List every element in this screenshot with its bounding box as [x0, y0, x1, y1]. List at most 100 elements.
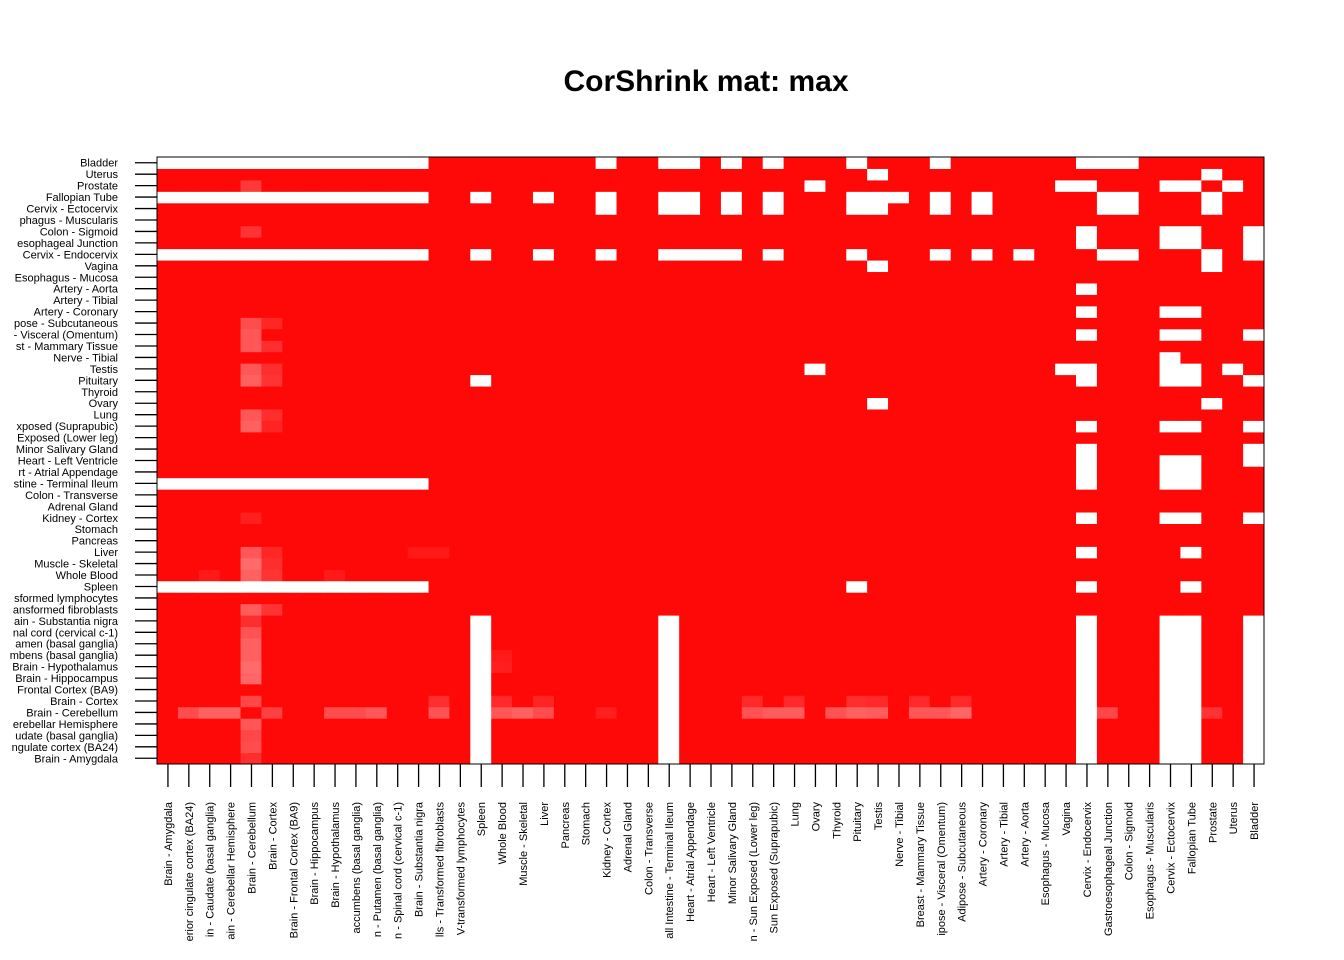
- heatmap-cell: [825, 386, 847, 399]
- heatmap-cell: [553, 248, 576, 261]
- heatmap-cell: [1076, 431, 1098, 444]
- heatmap-cell: [219, 225, 242, 238]
- heatmap-cell: [386, 431, 409, 444]
- heatmap-cell: [574, 317, 597, 330]
- heatmap-cell: [679, 294, 701, 307]
- heatmap-cell: [449, 523, 471, 536]
- heatmap-cell: [532, 752, 555, 765]
- heatmap-cell: [1243, 237, 1265, 250]
- heatmap-cell: [491, 431, 513, 444]
- heatmap-cell: [825, 408, 847, 421]
- heatmap-cell: [1117, 546, 1140, 559]
- heatmap-cell: [637, 248, 659, 261]
- heatmap-cell: [491, 683, 513, 696]
- heatmap-cell: [219, 374, 242, 387]
- heatmap-cell: [261, 431, 283, 444]
- heatmap-cell: [303, 397, 325, 410]
- heatmap-cell: [971, 557, 993, 570]
- heatmap-cell: [491, 386, 513, 399]
- heatmap-cell: [512, 202, 534, 215]
- heatmap-cell: [804, 546, 826, 559]
- heatmap-cell: [658, 179, 680, 192]
- heatmap-cell: [783, 248, 805, 261]
- heatmap-cell: [867, 374, 889, 387]
- heatmap-cell: [720, 363, 743, 376]
- x-tick-label: Brain - Cerebellum: [246, 802, 258, 894]
- heatmap-cell: [1222, 351, 1244, 364]
- heatmap-cell: [512, 477, 534, 490]
- heatmap-cell: [908, 672, 931, 685]
- heatmap-cell: [1055, 638, 1077, 650]
- heatmap-cell: [720, 706, 743, 719]
- heatmap-cell: [992, 351, 1014, 364]
- heatmap-cell: [574, 374, 597, 387]
- heatmap-cell: [1180, 500, 1202, 513]
- heatmap-cell: [344, 638, 367, 650]
- heatmap-cell: [741, 706, 764, 719]
- heatmap-cell: [157, 523, 179, 536]
- heatmap-cell: [888, 374, 910, 387]
- heatmap-cell: [720, 157, 743, 169]
- heatmap-cell: [908, 225, 931, 238]
- heatmap-cell: [637, 523, 659, 536]
- heatmap-cell: [1117, 592, 1140, 605]
- heatmap-cell: [1096, 294, 1119, 307]
- heatmap-cell: [992, 741, 1014, 754]
- heatmap-cell: [1222, 683, 1244, 696]
- heatmap-cell: [846, 260, 868, 273]
- heatmap-cell: [1138, 191, 1161, 204]
- heatmap-cell: [512, 729, 534, 742]
- heatmap-cell: [282, 512, 304, 524]
- heatmap-cell: [1201, 695, 1223, 708]
- heatmap-cell: [971, 672, 993, 685]
- heatmap-cell: [679, 386, 701, 399]
- heatmap-cell: [344, 214, 367, 227]
- heatmap-cell: [470, 397, 492, 410]
- heatmap-cell: [888, 225, 910, 238]
- heatmap-cell: [867, 477, 889, 490]
- heatmap-cell: [637, 191, 659, 204]
- heatmap-cell: [1159, 397, 1181, 410]
- heatmap-cell: [1013, 523, 1035, 536]
- heatmap-cell: [240, 397, 262, 410]
- heatmap-cell: [888, 397, 910, 410]
- heatmap-cell: [867, 363, 889, 376]
- heatmap-cell: [1159, 454, 1181, 467]
- heatmap-cell: [1096, 397, 1119, 410]
- heatmap-cell: [261, 374, 283, 387]
- heatmap-cell: [512, 557, 534, 570]
- heatmap-cell: [1055, 500, 1077, 513]
- heatmap-cell: [950, 638, 973, 650]
- heatmap-cell: [512, 752, 534, 765]
- heatmap-cell: [574, 592, 597, 605]
- heatmap-cell: [846, 157, 868, 169]
- heatmap-cell: [1013, 660, 1035, 673]
- x-tick-label: Brain - Frontal Cortex (BA9): [288, 802, 300, 938]
- heatmap-cell: [1055, 477, 1077, 490]
- heatmap-cell: [1138, 466, 1161, 479]
- heatmap-cell: [553, 683, 576, 696]
- heatmap-cell: [449, 271, 471, 284]
- y-tick-label: stine - Terminal Ileum: [14, 478, 118, 490]
- heatmap-cell: [1117, 557, 1140, 570]
- heatmap-cell: [261, 752, 283, 765]
- heatmap-cell: [1096, 477, 1119, 490]
- heatmap-cell: [219, 191, 242, 204]
- heatmap-cell: [407, 546, 430, 559]
- heatmap-cell: [532, 202, 555, 215]
- heatmap-cell: [971, 683, 993, 696]
- heatmap-cell: [428, 477, 450, 490]
- heatmap-cell: [1201, 237, 1223, 250]
- heatmap-cell: [532, 523, 555, 536]
- y-tick-label: Colon - Sigmoid: [40, 226, 118, 238]
- heatmap-cell: [449, 500, 471, 513]
- heatmap-cell: [950, 443, 973, 456]
- heatmap-cell: [1013, 386, 1035, 399]
- heatmap-cell: [595, 202, 618, 215]
- heatmap-cell: [700, 603, 722, 616]
- y-tick-label: Cervix - Ectocervix: [26, 204, 118, 216]
- heatmap-cell: [261, 363, 283, 376]
- heatmap-cell: [1034, 580, 1056, 593]
- heatmap-cell: [157, 260, 179, 273]
- heatmap-cell: [344, 626, 367, 639]
